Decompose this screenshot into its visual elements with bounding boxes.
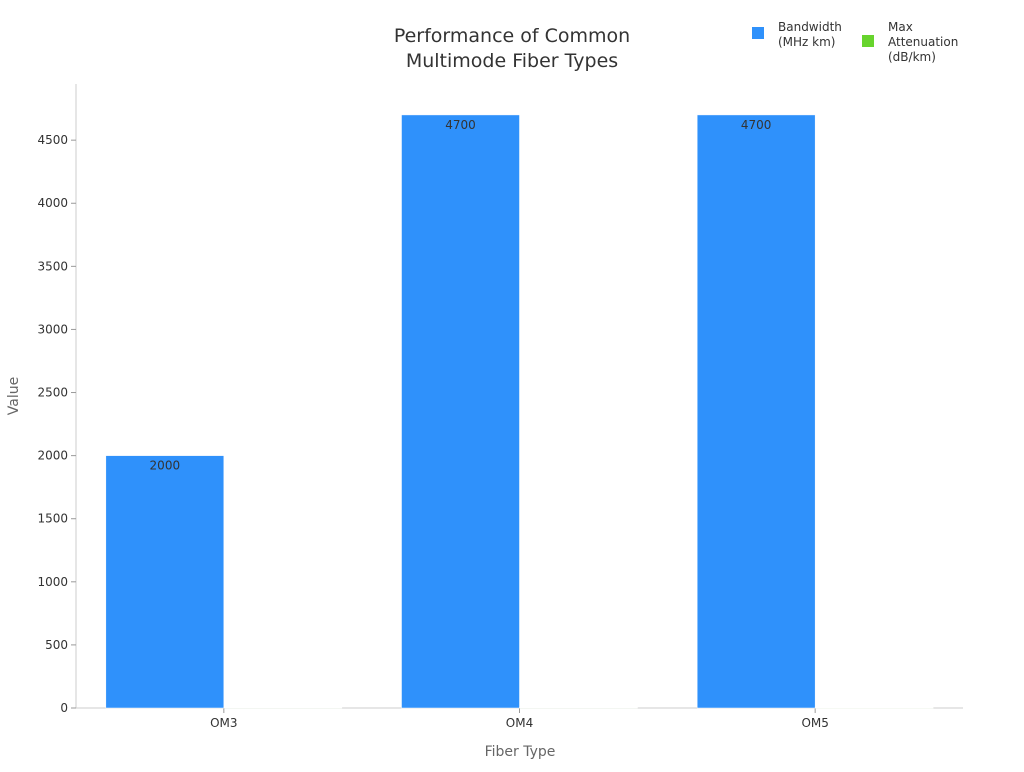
legend-swatch: [752, 27, 764, 39]
x-tick-label: OM5: [801, 716, 828, 730]
legend-label: Attenuation: [888, 35, 958, 49]
y-tick-label: 2500: [37, 386, 68, 400]
data-label: 4700: [445, 118, 476, 132]
data-label: 2000: [150, 459, 181, 473]
data-label: 4700: [741, 118, 772, 132]
chart-title: Multimode Fiber Types: [406, 50, 618, 72]
legend-label: (dB/km): [888, 50, 936, 64]
y-axis-label: Value: [6, 377, 22, 415]
bar-OM3-series-1: [223, 707, 343, 709]
legend-label: (MHz km): [778, 35, 836, 49]
legend-label: Max: [888, 20, 913, 34]
bar-OM5-series-1: [814, 707, 934, 709]
y-tick-label: 2000: [37, 449, 68, 463]
y-tick-label: 1000: [37, 575, 68, 589]
legend-label: Bandwidth: [778, 20, 842, 34]
x-tick-label: OM4: [506, 716, 533, 730]
x-tick-label: OM3: [210, 716, 237, 730]
y-tick-label: 3500: [37, 259, 68, 273]
y-tick-label: 3000: [37, 322, 68, 336]
y-tick-label: 1500: [37, 512, 68, 526]
y-tick-label: 500: [45, 638, 68, 652]
y-tick-label: 4000: [37, 196, 68, 210]
bar-OM4-series-0: [401, 114, 520, 709]
bar-OM3-series-0: [105, 455, 225, 709]
y-tick-label: 4500: [37, 133, 68, 147]
bar-OM5-series-0: [696, 114, 816, 709]
bar-OM4-series-1: [519, 707, 638, 709]
legend-swatch: [862, 35, 874, 47]
y-tick-label: 0: [60, 701, 68, 715]
x-axis-label: Fiber Type: [485, 744, 556, 760]
chart-title: Performance of Common: [394, 25, 630, 47]
